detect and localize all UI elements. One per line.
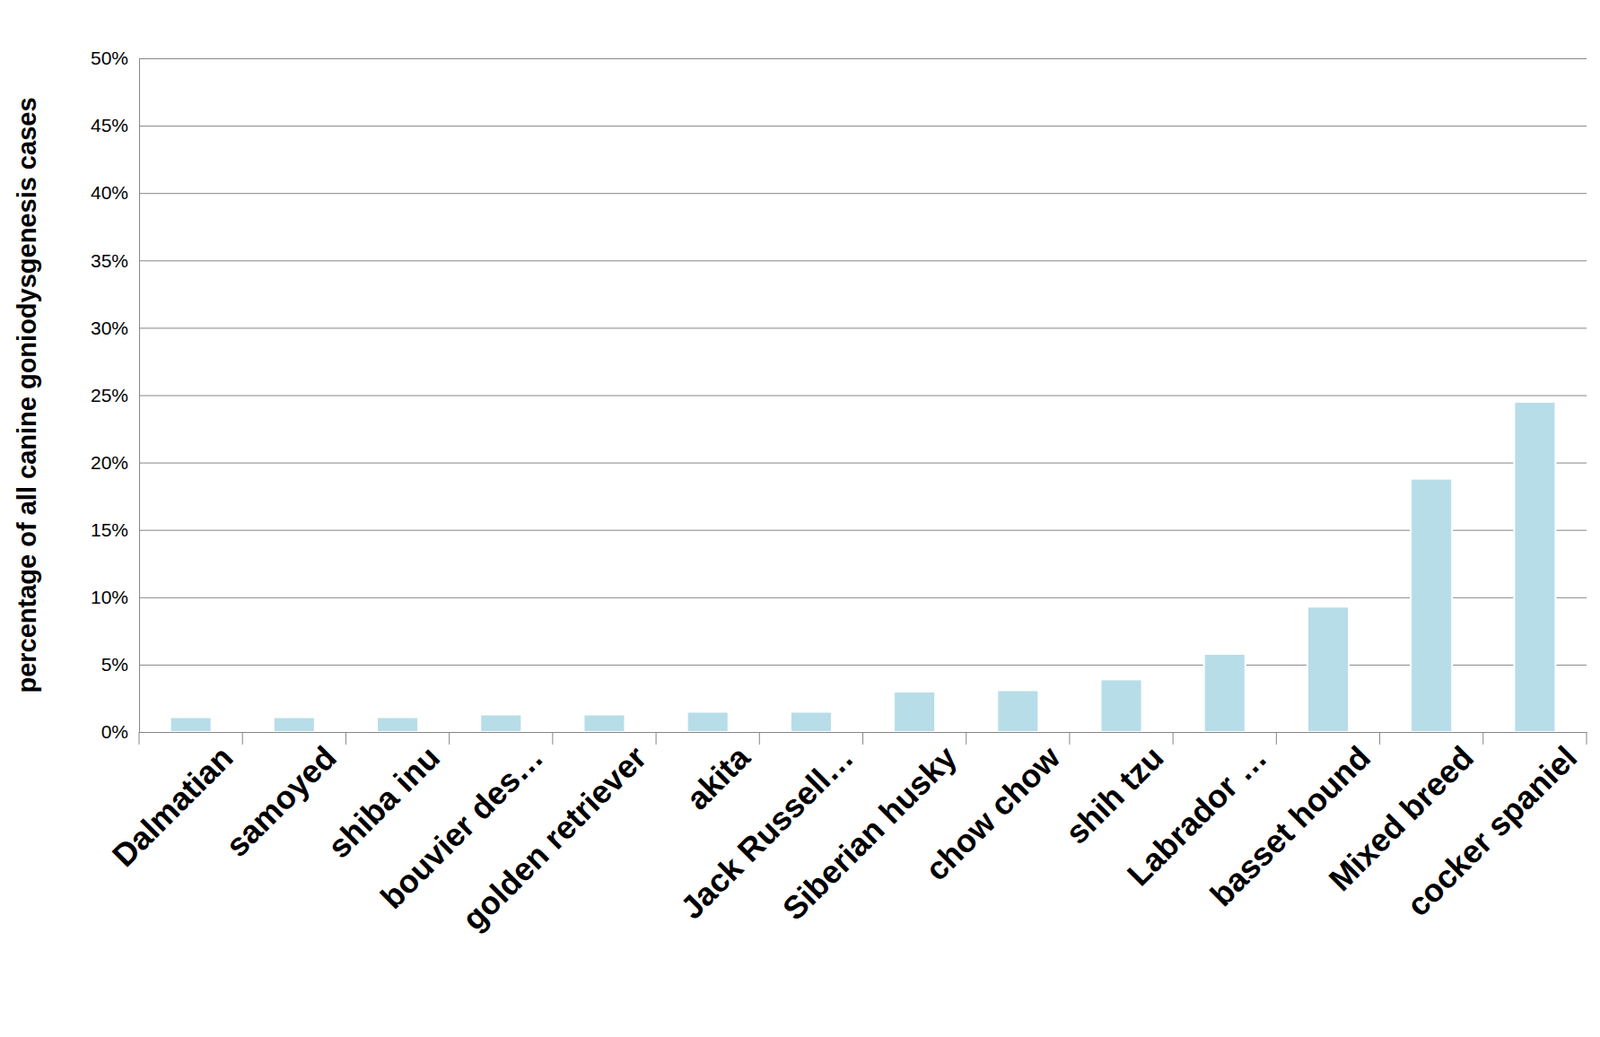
category-separator: [1068, 732, 1070, 745]
bar: [376, 716, 419, 733]
bar: [480, 714, 522, 733]
x-tick: Dalmatian: [104, 739, 241, 875]
bar: [1100, 679, 1142, 733]
x-tick-label: Dalmatian: [104, 739, 241, 875]
x-tick: Jack Russell…: [673, 739, 861, 927]
x-tick-label: golden retriever: [454, 739, 654, 938]
plot: 0% 5% 10% 15% 20% 25% 30% 35% 40% 45% 50% Dalmatian…: [90, 47, 1588, 938]
bar: [1513, 402, 1556, 733]
bar: [790, 711, 832, 733]
category-separator: [1586, 732, 1588, 745]
x-tick: akita: [679, 738, 759, 818]
bar: [1204, 654, 1246, 733]
grid-line: [139, 395, 1587, 397]
grid-line: [139, 530, 1587, 532]
grid-line: [139, 664, 1587, 666]
y-tick-label: 10%: [90, 586, 129, 608]
category-separator: [862, 732, 864, 745]
y-tick-label: 25%: [90, 384, 129, 406]
bar: [1307, 606, 1349, 733]
bar: [273, 716, 315, 733]
grid-line: [139, 463, 1587, 464]
y-tick: 20%: [90, 452, 1587, 473]
y-tick-label: 5%: [101, 654, 129, 675]
bar: [170, 716, 212, 733]
y-tick-label: 30%: [90, 317, 129, 339]
y-tick: 45%: [90, 114, 1587, 136]
x-tick-label: cocker spaniel: [1398, 739, 1584, 925]
grid-line: [139, 327, 1587, 329]
y-tick-label: 50%: [90, 47, 129, 69]
x-tick: cocker spaniel: [1398, 739, 1584, 925]
bar: [893, 691, 936, 733]
y-tick: 15%: [90, 519, 1587, 541]
y-axis-title: percentage of all canine goniodysgenesis…: [12, 96, 42, 693]
category-separator: [965, 732, 967, 745]
category-separator: [1172, 732, 1174, 745]
category-separator: [1276, 732, 1277, 745]
category-separator: [1482, 732, 1484, 745]
category-separator: [1379, 732, 1381, 745]
x-tick: golden retriever: [454, 739, 654, 938]
bar: [583, 714, 625, 733]
x-tick: chow chow: [918, 738, 1068, 889]
y-tick: 50%: [90, 47, 1587, 69]
category-separator: [345, 732, 347, 745]
x-tick-label: akita: [679, 738, 759, 818]
x-tick: samoyed: [218, 739, 343, 865]
y-tick: 0%: [101, 721, 1587, 743]
category-separator: [448, 732, 450, 745]
grid-line: [139, 192, 1587, 194]
chart: 0% 5% 10% 15% 20% 25% 30% 35% 40% 45% 50% Dalmatian…: [0, 0, 1600, 1037]
grid-line: [139, 260, 1587, 262]
x-tick-label: chow chow: [918, 738, 1068, 889]
y-tick: 10%: [90, 586, 1587, 608]
grid-line: [139, 597, 1587, 599]
bar: [996, 690, 1039, 733]
y-tick: 5%: [101, 654, 1587, 675]
x-tick-label: Siberian husky: [775, 739, 964, 928]
category-separator: [655, 732, 657, 745]
bar: [687, 711, 729, 733]
bars: [170, 402, 1557, 733]
y-tick-label: 35%: [90, 250, 129, 272]
x-tick-label: Jack Russell…: [673, 739, 861, 927]
y-tick: 35%: [90, 250, 1587, 272]
x-tick: Siberian husky: [775, 739, 964, 928]
y-tick: 30%: [90, 317, 1587, 339]
grid-line: [139, 58, 1587, 60]
y-tick-label: 45%: [90, 114, 129, 136]
category-separator: [242, 732, 244, 745]
y-tick: 40%: [90, 182, 1587, 203]
y-tick-label: 40%: [90, 182, 129, 203]
x-axis: Dalmatiansamoyedshiba inubouvier des…gol…: [104, 732, 1588, 938]
category-separator: [551, 732, 553, 745]
grid-line: [139, 125, 1587, 127]
y-axis: 0% 5% 10% 15% 20% 25% 30% 35% 40% 45% 50%: [90, 47, 1587, 743]
y-tick: 25%: [90, 384, 1587, 406]
y-axis-line: [139, 59, 1588, 734]
x-tick-label: samoyed: [218, 739, 343, 865]
category-separator: [139, 732, 140, 745]
y-tick-label: 0%: [101, 721, 129, 743]
category-separator: [759, 732, 761, 745]
bar: [1410, 479, 1452, 733]
y-tick-label: 15%: [90, 519, 129, 541]
y-tick-label: 20%: [90, 452, 129, 473]
